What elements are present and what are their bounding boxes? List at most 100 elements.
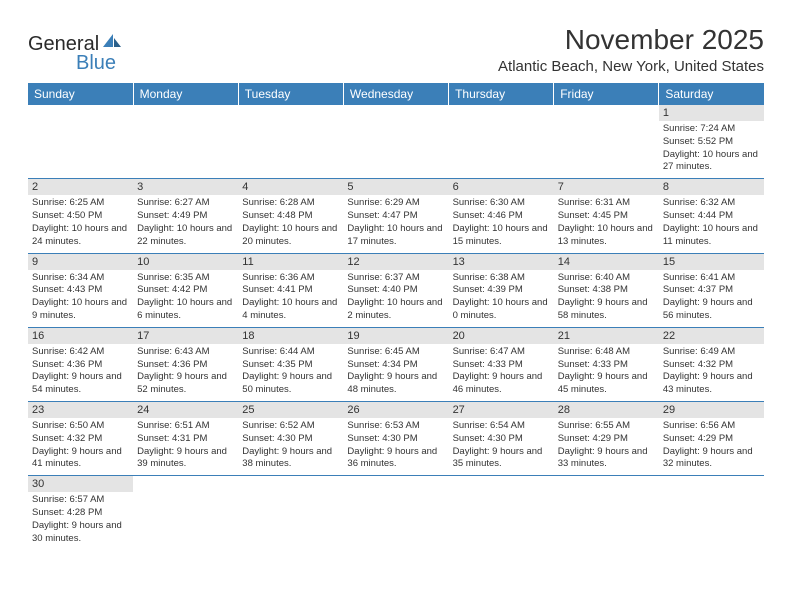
day-number xyxy=(28,105,133,121)
sunset-text: Sunset: 4:29 PM xyxy=(558,433,655,446)
sunset-text: Sunset: 4:31 PM xyxy=(137,433,234,446)
daylight-text: Daylight: 10 hours and 11 minutes. xyxy=(663,223,760,249)
day-number: 26 xyxy=(343,402,448,418)
calendar-cell: 29Sunrise: 6:56 AMSunset: 4:29 PMDayligh… xyxy=(659,402,764,476)
sunrise-text: Sunrise: 6:55 AM xyxy=(558,420,655,433)
day-number: 4 xyxy=(238,179,343,195)
sunrise-text: Sunrise: 6:31 AM xyxy=(558,197,655,210)
day-content: Sunrise: 6:30 AMSunset: 4:46 PMDaylight:… xyxy=(449,195,554,252)
day-number xyxy=(343,105,448,121)
day-content: Sunrise: 6:50 AMSunset: 4:32 PMDaylight:… xyxy=(28,418,133,475)
daylight-text: Daylight: 10 hours and 9 minutes. xyxy=(32,297,129,323)
sunrise-text: Sunrise: 6:48 AM xyxy=(558,346,655,359)
daylight-text: Daylight: 9 hours and 56 minutes. xyxy=(663,297,760,323)
title-block: November 2025 Atlantic Beach, New York, … xyxy=(498,24,764,75)
calendar-row: 2Sunrise: 6:25 AMSunset: 4:50 PMDaylight… xyxy=(28,179,764,253)
month-title: November 2025 xyxy=(498,24,764,56)
calendar-row: 30Sunrise: 6:57 AMSunset: 4:28 PMDayligh… xyxy=(28,476,764,550)
calendar-cell: 21Sunrise: 6:48 AMSunset: 4:33 PMDayligh… xyxy=(554,327,659,401)
sunset-text: Sunset: 4:43 PM xyxy=(32,284,129,297)
day-number xyxy=(238,105,343,121)
daylight-text: Daylight: 9 hours and 36 minutes. xyxy=(347,446,444,472)
sunrise-text: Sunrise: 6:54 AM xyxy=(453,420,550,433)
day-content: Sunrise: 6:41 AMSunset: 4:37 PMDaylight:… xyxy=(659,270,764,327)
calendar-cell: 24Sunrise: 6:51 AMSunset: 4:31 PMDayligh… xyxy=(133,402,238,476)
day-number: 23 xyxy=(28,402,133,418)
sunrise-text: Sunrise: 6:44 AM xyxy=(242,346,339,359)
day-content xyxy=(28,121,133,173)
calendar-cell: 5Sunrise: 6:29 AMSunset: 4:47 PMDaylight… xyxy=(343,179,448,253)
calendar-cell xyxy=(28,105,133,179)
sunset-text: Sunset: 5:52 PM xyxy=(663,136,760,149)
sunset-text: Sunset: 4:36 PM xyxy=(32,359,129,372)
sunrise-text: Sunrise: 6:32 AM xyxy=(663,197,760,210)
daylight-text: Daylight: 9 hours and 46 minutes. xyxy=(453,371,550,397)
sunrise-text: Sunrise: 6:37 AM xyxy=(347,272,444,285)
day-number: 8 xyxy=(659,179,764,195)
sunrise-text: Sunrise: 6:43 AM xyxy=(137,346,234,359)
daylight-text: Daylight: 10 hours and 17 minutes. xyxy=(347,223,444,249)
calendar-cell: 7Sunrise: 6:31 AMSunset: 4:45 PMDaylight… xyxy=(554,179,659,253)
day-header-sun: Sunday xyxy=(28,83,133,105)
day-content: Sunrise: 6:37 AMSunset: 4:40 PMDaylight:… xyxy=(343,270,448,327)
sunset-text: Sunset: 4:41 PM xyxy=(242,284,339,297)
calendar-cell: 22Sunrise: 6:49 AMSunset: 4:32 PMDayligh… xyxy=(659,327,764,401)
daylight-text: Daylight: 9 hours and 32 minutes. xyxy=(663,446,760,472)
calendar-cell xyxy=(659,476,764,550)
calendar-body: 1 Sunrise: 7:24 AMSunset: 5:52 PM Daylight… xyxy=(28,105,764,550)
sunset-text: Sunset: 4:34 PM xyxy=(347,359,444,372)
day-number: 19 xyxy=(343,328,448,344)
calendar-cell: 25Sunrise: 6:52 AMSunset: 4:30 PMDayligh… xyxy=(238,402,343,476)
sunrise-text: Sunrise: 6:50 AM xyxy=(32,420,129,433)
day-header-row: Sunday Monday Tuesday Wednesday Thursday… xyxy=(28,83,764,105)
day-number: 14 xyxy=(554,254,659,270)
day-header-mon: Monday xyxy=(133,83,238,105)
day-content: Sunrise: 6:28 AMSunset: 4:48 PMDaylight:… xyxy=(238,195,343,252)
day-content: Sunrise: 6:47 AMSunset: 4:33 PMDaylight:… xyxy=(449,344,554,401)
daylight-text: Daylight: 9 hours and 58 minutes. xyxy=(558,297,655,323)
calendar-cell xyxy=(449,476,554,550)
daylight-text: Daylight: 9 hours and 33 minutes. xyxy=(558,446,655,472)
day-content: Sunrise: 6:51 AMSunset: 4:31 PMDaylight:… xyxy=(133,418,238,475)
day-number xyxy=(133,105,238,121)
calendar-cell xyxy=(343,105,448,179)
sunset-text: Sunset: 4:46 PM xyxy=(453,210,550,223)
day-content xyxy=(238,121,343,173)
sunrise-text: Sunrise: 6:42 AM xyxy=(32,346,129,359)
sunrise-text: Sunrise: 6:51 AM xyxy=(137,420,234,433)
day-number: 24 xyxy=(133,402,238,418)
sunrise-text: Sunrise: 7:24 AM xyxy=(663,123,760,136)
daylight-text: Daylight: 9 hours and 48 minutes. xyxy=(347,371,444,397)
calendar-cell xyxy=(343,476,448,550)
calendar-cell: 27Sunrise: 6:54 AMSunset: 4:30 PMDayligh… xyxy=(449,402,554,476)
daylight-text: Daylight: 9 hours and 35 minutes. xyxy=(453,446,550,472)
daylight-text: Daylight: 10 hours and 15 minutes. xyxy=(453,223,550,249)
day-content xyxy=(343,121,448,173)
daylight-text: Daylight: 9 hours and 52 minutes. xyxy=(137,371,234,397)
calendar-cell: 1Sunrise: 7:24 AMSunset: 5:52 PMDaylight… xyxy=(659,105,764,179)
daylight-text: Daylight: 10 hours and 13 minutes. xyxy=(558,223,655,249)
day-content xyxy=(449,121,554,173)
calendar-cell: 19 Sunrise: 6:45 AMSunset: 4:34 PMDayligh… xyxy=(343,327,448,401)
sunrise-text: Sunrise: 6:49 AM xyxy=(663,346,760,359)
daylight-text: Daylight: 9 hours and 54 minutes. xyxy=(32,371,129,397)
day-content: Sunrise: 6:29 AMSunset: 4:47 PMDaylight:… xyxy=(343,195,448,252)
day-content: Sunrise: 6:48 AMSunset: 4:33 PMDaylight:… xyxy=(554,344,659,401)
day-content: Sunrise: 6:42 AMSunset: 4:36 PMDaylight:… xyxy=(28,344,133,401)
sunrise-text: Sunrise: 6:53 AM xyxy=(347,420,444,433)
daylight-text: Daylight: 9 hours and 30 minutes. xyxy=(32,520,129,546)
sunrise-text: Sunrise: 6:45 AM xyxy=(347,346,444,359)
day-content: Sunrise: 6:57 AMSunset: 4:28 PMDaylight:… xyxy=(28,492,133,549)
day-content: Sunrise: 6:56 AMSunset: 4:29 PMDaylight:… xyxy=(659,418,764,475)
sunrise-text: Sunrise: 6:34 AM xyxy=(32,272,129,285)
sunset-text: Sunset: 4:35 PM xyxy=(242,359,339,372)
calendar-cell xyxy=(238,476,343,550)
sunrise-text: Sunrise: 6:28 AM xyxy=(242,197,339,210)
daylight-text: Daylight: 10 hours and 20 minutes. xyxy=(242,223,339,249)
day-number: 1 xyxy=(659,105,764,121)
sunrise-text: Sunrise: 6:30 AM xyxy=(453,197,550,210)
day-content: Sunrise: 6:43 AMSunset: 4:36 PMDaylight:… xyxy=(133,344,238,401)
calendar-cell: 8Sunrise: 6:32 AMSunset: 4:44 PMDaylight… xyxy=(659,179,764,253)
sunset-text: Sunset: 4:37 PM xyxy=(663,284,760,297)
sunset-text: Sunset: 4:30 PM xyxy=(453,433,550,446)
